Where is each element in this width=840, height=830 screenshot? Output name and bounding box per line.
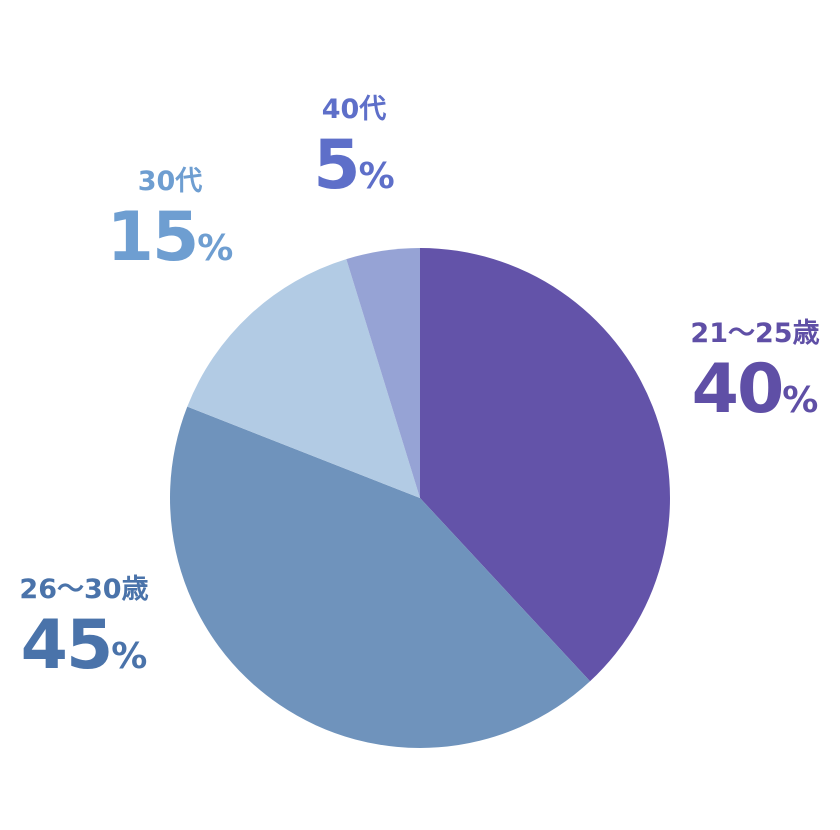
- slice-label: 40代: [321, 94, 387, 125]
- slice-unit: %: [111, 636, 148, 677]
- pie-slice-0: [420, 248, 670, 682]
- pie-slice-3: [346, 248, 420, 498]
- pie-slice-1: [169, 406, 591, 748]
- slice-label: 26〜30歳: [19, 574, 149, 605]
- label-26-30: 26〜30歳 45%: [0, 574, 184, 703]
- slice-percent: 45%: [0, 606, 184, 703]
- slice-unit: %: [197, 228, 234, 269]
- slice-percent: 5%: [254, 126, 454, 223]
- slice-value: 40: [691, 350, 785, 429]
- slice-value: 5: [313, 126, 360, 205]
- slice-percent: 40%: [655, 350, 840, 447]
- slice-unit: %: [782, 380, 819, 421]
- slice-value: 15: [106, 198, 200, 277]
- slice-unit: %: [358, 156, 395, 197]
- label-21-25: 21〜25歳 40%: [655, 318, 840, 447]
- slice-percent: 15%: [70, 198, 270, 295]
- slice-value: 45: [20, 606, 114, 685]
- slice-label: 21〜25歳: [690, 318, 820, 349]
- label-40s: 40代 5%: [254, 94, 454, 223]
- label-30s: 30代 15%: [70, 166, 270, 295]
- slice-label: 30代: [137, 166, 203, 197]
- pie-slice-2: [187, 259, 420, 498]
